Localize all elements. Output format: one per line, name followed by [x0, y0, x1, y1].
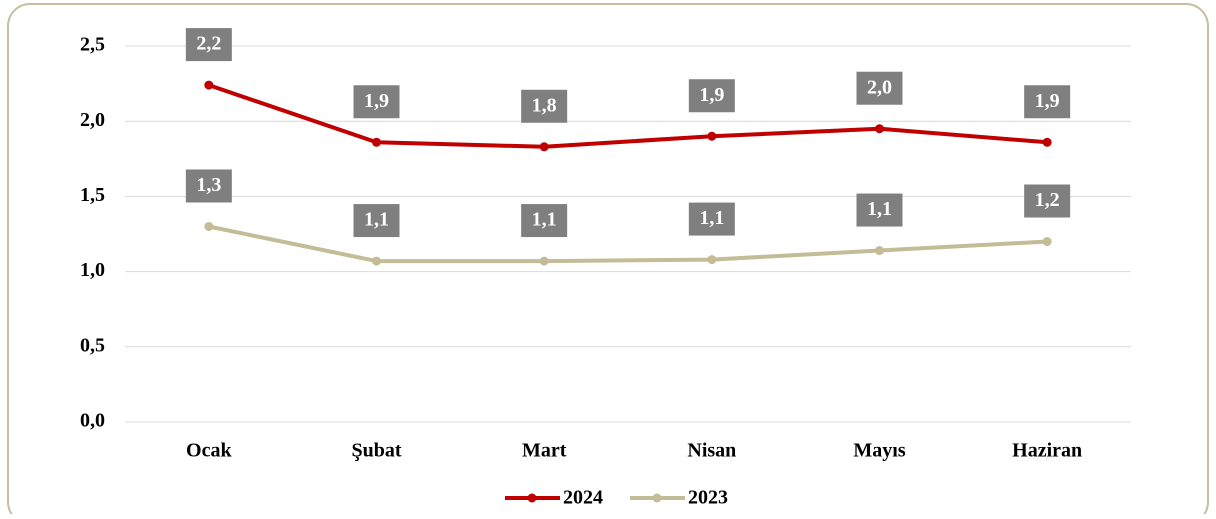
- data-point: [372, 256, 381, 266]
- data-label-box: [1024, 85, 1071, 119]
- y-tick-label: 0,5: [80, 334, 105, 356]
- data-point: [875, 124, 884, 134]
- y-tick-label: 1,0: [80, 259, 105, 281]
- data-point: [707, 255, 717, 265]
- legend-label: 2023: [688, 487, 728, 509]
- y-tick-label: 2,0: [80, 109, 105, 131]
- x-tick-label: Ocak: [186, 440, 232, 462]
- data-label: 2,0: [867, 76, 892, 98]
- data-label-box: [688, 202, 735, 236]
- data-point: [372, 137, 381, 147]
- data-label: 1,3: [196, 174, 221, 196]
- series-line: [208, 224, 1048, 264]
- data-label-box: [353, 204, 400, 238]
- data-label-box: [1024, 184, 1071, 218]
- data-point: [204, 80, 214, 90]
- y-tick-label: 2,5: [80, 34, 105, 56]
- data-label: 1,9: [364, 90, 389, 112]
- legend-label: 2024: [563, 487, 603, 509]
- y-tick-label: 1,5: [80, 184, 105, 206]
- x-tick-label: Mart: [522, 440, 567, 462]
- series-line: [208, 83, 1048, 149]
- data-label-box: [856, 193, 903, 227]
- data-point: [707, 131, 717, 141]
- data-label-box: [185, 28, 232, 62]
- data-point: [539, 142, 549, 152]
- data-label-box: [521, 89, 568, 123]
- data-label-box: [688, 79, 735, 113]
- y-tick-label: 0,0: [80, 410, 105, 432]
- data-label: 1,1: [364, 209, 389, 231]
- data-label-box: [856, 71, 903, 105]
- x-tick-label: Mayıs: [853, 440, 905, 462]
- legend-marker: [527, 493, 537, 503]
- data-label: 1,9: [1035, 90, 1060, 112]
- data-label: 1,8: [532, 94, 557, 116]
- x-tick-label: Şubat: [351, 440, 401, 462]
- data-label-box: [185, 169, 232, 203]
- data-point: [1042, 237, 1052, 247]
- data-label: 1,2: [1035, 189, 1060, 211]
- data-label-box: [521, 204, 568, 238]
- data-label: 1,1: [532, 209, 557, 231]
- data-point: [539, 256, 549, 266]
- data-label-box: [353, 85, 400, 119]
- data-point: [875, 246, 884, 256]
- data-label: 1,1: [867, 198, 892, 220]
- x-tick-label: Haziran: [1012, 440, 1082, 462]
- data-point: [1042, 137, 1052, 147]
- data-label: 1,1: [699, 207, 724, 229]
- data-point: [204, 221, 214, 231]
- legend-marker: [652, 493, 662, 503]
- x-tick-label: Nisan: [687, 440, 736, 462]
- data-label: 1,9: [699, 84, 724, 106]
- data-label: 2,2: [196, 33, 221, 55]
